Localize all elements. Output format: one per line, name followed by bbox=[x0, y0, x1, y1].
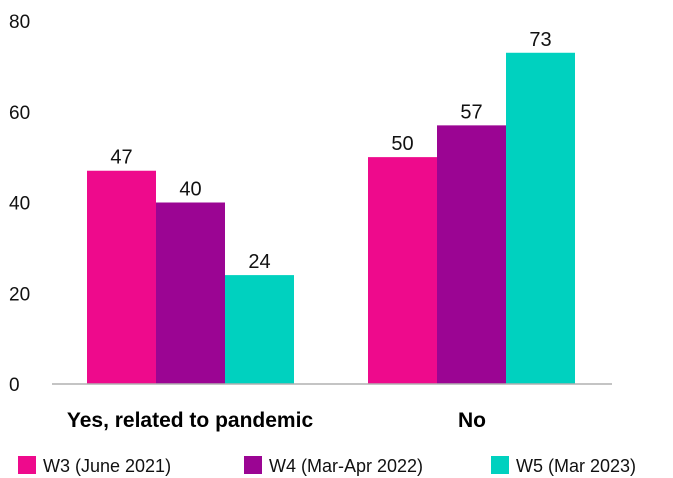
data-label: 24 bbox=[248, 251, 270, 273]
data-label: 40 bbox=[179, 179, 201, 201]
y-tick-label: 20 bbox=[9, 284, 30, 305]
legend-item: W3 (June 2021) bbox=[18, 456, 171, 476]
y-tick-label: 80 bbox=[9, 12, 30, 33]
category-labels: Yes, related to pandemic No bbox=[67, 409, 486, 432]
bar bbox=[506, 52, 575, 384]
data-label: 50 bbox=[391, 133, 413, 155]
bar bbox=[156, 202, 225, 384]
legend: W3 (June 2021) W4 (Mar-Apr 2022) W5 (Mar 2… bbox=[18, 456, 636, 476]
y-tick-label: 40 bbox=[9, 194, 30, 215]
y-tick-label: 60 bbox=[9, 103, 30, 124]
bar bbox=[437, 125, 506, 385]
category-label: No bbox=[458, 409, 486, 432]
data-label: 73 bbox=[529, 29, 551, 51]
bar bbox=[225, 275, 294, 384]
y-tick-label: 0 bbox=[9, 375, 20, 396]
bar bbox=[368, 157, 437, 384]
legend-swatch bbox=[491, 456, 509, 474]
legend-swatch bbox=[18, 456, 36, 474]
data-label: 57 bbox=[460, 101, 482, 123]
legend-item: W5 (Mar 2023) bbox=[491, 456, 636, 476]
data-label: 47 bbox=[110, 147, 132, 169]
legend-swatch bbox=[244, 456, 262, 474]
legend-item: W4 (Mar-Apr 2022) bbox=[244, 456, 423, 476]
legend-label: W4 (Mar-Apr 2022) bbox=[269, 456, 423, 476]
category-label: Yes, related to pandemic bbox=[67, 409, 314, 432]
legend-label: W3 (June 2021) bbox=[43, 456, 171, 476]
y-axis: 0 20 40 60 80 bbox=[9, 12, 30, 396]
bar bbox=[87, 170, 156, 384]
legend-label: W5 (Mar 2023) bbox=[516, 456, 636, 476]
value-labels: 47 40 24 50 57 73 bbox=[110, 29, 551, 273]
bars bbox=[87, 52, 575, 385]
